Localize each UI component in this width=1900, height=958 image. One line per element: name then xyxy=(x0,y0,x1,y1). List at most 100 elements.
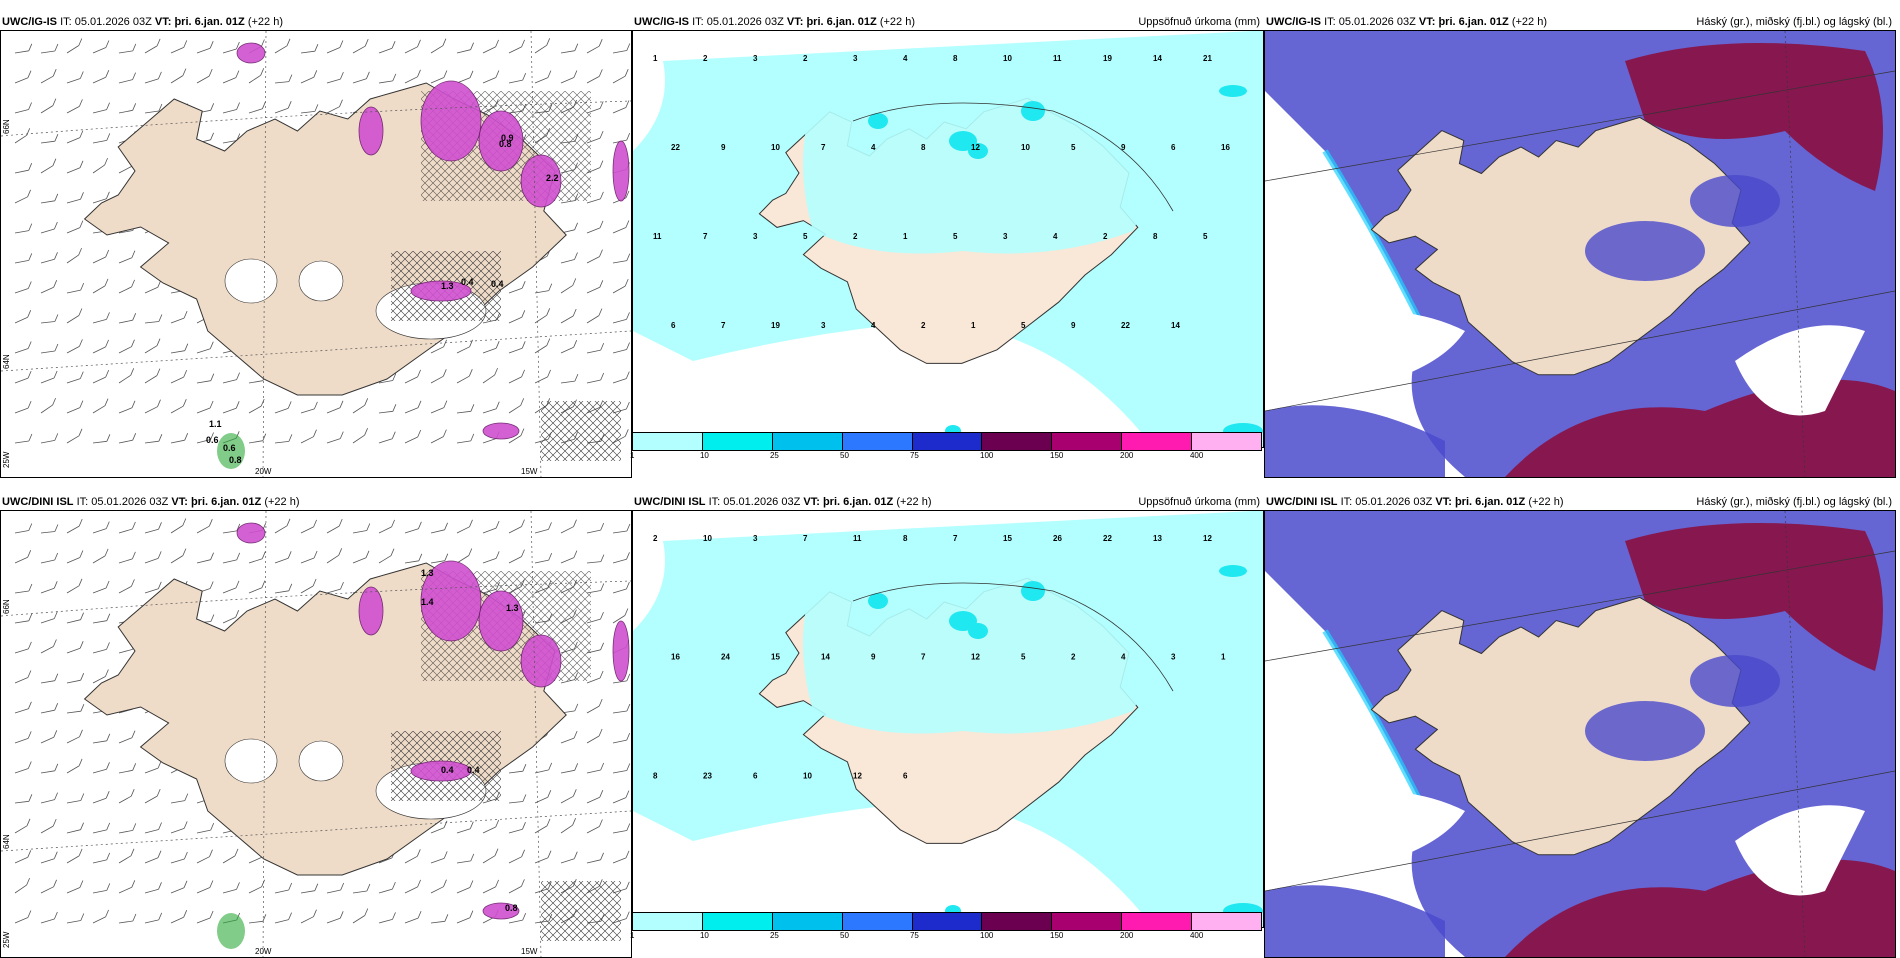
wind-barb xyxy=(534,77,549,84)
precip-value-label: 12 xyxy=(1203,534,1212,543)
precip-value-label: 8 xyxy=(921,143,926,152)
colorbar-segment xyxy=(1192,913,1262,930)
wind-barb-feather xyxy=(288,583,293,591)
wind-barb-feather xyxy=(261,879,265,887)
precip-heavy xyxy=(868,113,888,129)
wind-barb xyxy=(118,50,133,54)
wind-barb-feather xyxy=(391,41,396,49)
wind-barb xyxy=(274,590,289,594)
wind-barb-feather xyxy=(184,343,189,351)
wind-barb xyxy=(144,795,158,804)
low-cloud-inland xyxy=(1690,655,1780,707)
wind-barb xyxy=(508,801,523,804)
wind-barb xyxy=(66,647,81,654)
wind-barb xyxy=(222,379,237,384)
wind-barb-feather xyxy=(469,519,473,527)
wind-barb-feather xyxy=(182,518,187,526)
wind-barb-feather xyxy=(80,704,85,712)
precip-value-label: 6 xyxy=(671,321,676,330)
wind-barb xyxy=(92,676,106,684)
snow-area xyxy=(478,110,524,172)
precip-heavy xyxy=(1219,565,1247,577)
wind-barb xyxy=(456,440,471,444)
precip-value-label: 3 xyxy=(753,54,758,63)
wind-barb xyxy=(560,858,575,864)
wind-barb-feather xyxy=(599,160,604,168)
wind-barb-feather xyxy=(209,910,214,919)
wind-barb-feather xyxy=(236,102,240,110)
cloud-map xyxy=(1264,510,1896,958)
wind-barb-feather xyxy=(522,72,527,81)
wind-barb xyxy=(40,825,54,834)
wind-barb xyxy=(222,77,237,84)
wind-barb xyxy=(40,105,54,114)
wind-barb xyxy=(508,886,522,894)
colorbar-tick-label: 10 xyxy=(699,451,709,460)
wind-barb-feather xyxy=(313,550,318,559)
wind-barb xyxy=(144,588,159,594)
precip-value-label: 5 xyxy=(1021,321,1026,330)
wind-barb xyxy=(170,350,185,354)
wind-barb xyxy=(144,857,159,864)
wind-barb-feather xyxy=(105,40,110,48)
wind-barb xyxy=(170,405,184,414)
wind-barb xyxy=(144,558,159,564)
clear-patch xyxy=(1735,325,1865,416)
colorbar-segment xyxy=(1122,913,1193,930)
wind-barb-feather xyxy=(54,763,59,771)
colorbar-ticks: 1 10 25 50 75 100 150 200 400 xyxy=(630,451,1262,461)
wind-barb-feather xyxy=(79,160,84,168)
wind-barb-feather xyxy=(27,670,32,678)
wind-barb-feather xyxy=(339,40,344,48)
wind-barb xyxy=(66,346,80,354)
low-cloud-inland xyxy=(1585,221,1705,281)
wind-barb xyxy=(144,888,159,894)
wind-barb-feather xyxy=(78,518,83,527)
wind-barb-feather xyxy=(522,912,527,921)
precip-value-label: 8 xyxy=(1153,232,1158,241)
wind-barb-feather xyxy=(574,703,579,712)
wind-barb xyxy=(170,439,185,444)
panel-title: UWC/DINI ISL IT: 05.01.2026 03Z VT: þri.… xyxy=(2,496,300,508)
colorbar-tick-label: 150 xyxy=(1050,931,1064,940)
wind-barb-feather xyxy=(27,370,32,379)
precip-value-label: 4 xyxy=(871,143,876,152)
wind-barb xyxy=(144,767,159,774)
wind-barb xyxy=(92,198,107,204)
wind-barb-feather xyxy=(158,314,163,322)
wind-value-label: 0.4 xyxy=(467,765,480,775)
wind-barb-feather xyxy=(625,371,630,379)
wind-barb xyxy=(326,106,340,114)
wind-barb-feather xyxy=(364,908,369,916)
wind-barb-feather xyxy=(495,39,499,48)
wind-barb-feather xyxy=(521,549,525,557)
wind-barb-feather xyxy=(79,339,83,347)
wind-barb xyxy=(612,285,626,294)
wind-barb xyxy=(14,288,29,294)
wind-barb-feather xyxy=(210,373,215,381)
wind-barb-feather xyxy=(104,398,109,406)
wind-barb xyxy=(482,886,496,894)
colorbar-tick-label: 1 xyxy=(630,451,635,460)
wind-barb xyxy=(66,198,81,204)
wind-barb xyxy=(378,526,392,534)
wind-barb-feather xyxy=(520,428,525,436)
colorbar-tick-label: 75 xyxy=(909,931,919,940)
wind-barb-feather xyxy=(52,158,57,166)
mid-cloud-edge xyxy=(1322,149,1428,333)
hatch-area xyxy=(541,881,621,941)
wind-barb xyxy=(586,379,601,384)
cloud-map xyxy=(1264,30,1896,478)
wind-barb-feather xyxy=(27,910,32,918)
wind-barb xyxy=(534,44,547,54)
wind-barb xyxy=(222,889,237,894)
wind-barb xyxy=(118,109,133,114)
colorbar-tick-label: 400 xyxy=(1189,451,1204,460)
wind-barb xyxy=(92,768,107,774)
wind-barb xyxy=(586,769,601,774)
wind-barb-feather xyxy=(417,910,422,919)
wind-barb xyxy=(534,857,549,864)
precip-colorbar: 1 10 25 50 75 100 150 200 400 xyxy=(630,432,1262,462)
wind-barb-feather xyxy=(106,642,110,650)
wind-barb-feather xyxy=(54,433,59,441)
